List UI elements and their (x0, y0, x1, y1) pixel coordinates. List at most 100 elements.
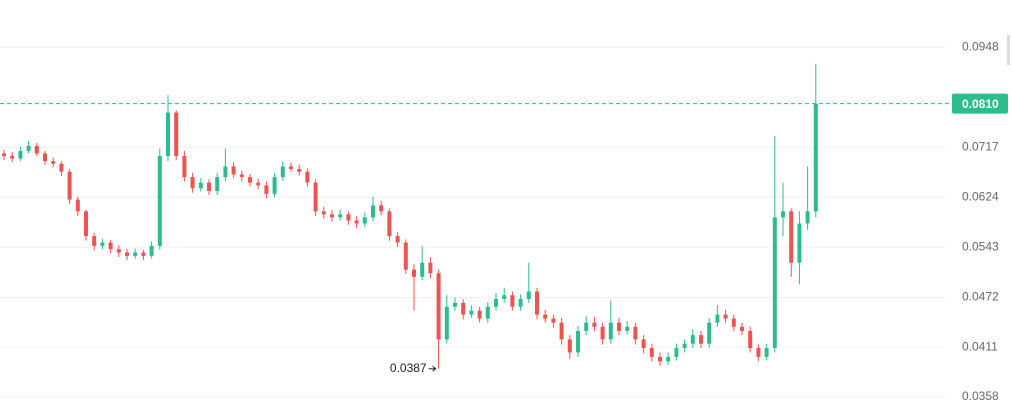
candle-body (108, 242, 113, 250)
candle-body (190, 177, 195, 189)
candle-body (305, 171, 310, 183)
candle-body (371, 205, 375, 218)
low-label: 0.0387 (390, 361, 427, 375)
candle-body (813, 103, 818, 212)
candle-body (633, 326, 638, 340)
candle-body (699, 335, 703, 344)
candle-body (141, 252, 146, 256)
candle-body (84, 211, 88, 237)
candle-body (387, 211, 392, 237)
y-tick-label: 0.0411 (962, 339, 998, 353)
candle-body (289, 166, 293, 170)
candle-body (157, 156, 162, 246)
candle-body (362, 217, 367, 224)
y-tick-label: 0.0543 (962, 239, 999, 253)
candle-body (67, 171, 72, 200)
y-tick-label: 0.0717 (962, 140, 999, 154)
candle-body (740, 326, 744, 331)
candle-body (321, 211, 326, 215)
candle-body (43, 153, 47, 162)
candle-body (600, 326, 605, 340)
candle-body (617, 322, 621, 331)
candle-body (772, 217, 777, 349)
candle-body (469, 310, 474, 315)
low-arrow (428, 365, 437, 372)
candle-body (518, 299, 523, 307)
candle-body (559, 322, 564, 340)
candle-body (715, 314, 720, 323)
candle-body (608, 322, 613, 340)
candle-body (592, 322, 597, 327)
candle-body (338, 214, 343, 218)
candle-body (494, 299, 498, 307)
price-label-box (952, 93, 1008, 114)
candle-body (18, 150, 23, 159)
candle-body (502, 295, 507, 300)
candle-body (428, 262, 433, 274)
candle-body (403, 242, 408, 270)
candle-body (330, 214, 334, 218)
candle-body (297, 169, 302, 172)
candle-body (805, 211, 810, 224)
price-label: 0.0810 (962, 97, 999, 111)
candle-body (346, 214, 351, 221)
candle-body (272, 177, 277, 194)
candle-body (436, 273, 441, 340)
candle-body (551, 318, 556, 323)
candle-body (756, 348, 761, 357)
candle-body (674, 348, 679, 357)
candle-body (264, 185, 269, 194)
y-tick-label: 0.0948 (962, 39, 999, 53)
candle-body (510, 295, 515, 307)
candle-body (215, 177, 220, 191)
candle-body (485, 306, 490, 319)
candle-body (764, 348, 769, 357)
candle-body (174, 112, 179, 157)
candle-body (133, 252, 138, 256)
candle-body (75, 199, 80, 212)
candle-body (100, 242, 105, 246)
candle-body (256, 182, 261, 186)
candle-body (207, 182, 211, 191)
candle-body (781, 211, 785, 218)
candle-body (625, 326, 630, 331)
candle-body (461, 302, 466, 315)
y-tick-label: 0.0472 (962, 290, 999, 304)
candle-body (231, 166, 236, 175)
candle-body (239, 174, 244, 178)
candle-body (420, 262, 425, 277)
candle-body (395, 236, 400, 243)
candle-body (543, 314, 548, 319)
candle-body (2, 153, 6, 157)
candle-body (379, 205, 384, 212)
candle-body (166, 112, 170, 157)
candle-body (682, 343, 687, 349)
candle-body (26, 145, 31, 151)
candle-body (182, 156, 187, 178)
candle-body (51, 161, 56, 164)
candle-body (797, 223, 802, 263)
candle-body (584, 322, 589, 331)
candle-body (198, 182, 203, 189)
candle-body (149, 245, 154, 256)
candle-body (412, 269, 416, 277)
candle-body (666, 356, 671, 362)
scrollbar (1007, 35, 1010, 65)
y-tick-label: 0.0624 (962, 189, 999, 203)
candle-body (567, 339, 572, 353)
candle-body (690, 335, 695, 344)
candle-body (723, 314, 728, 319)
candle-body (444, 306, 449, 340)
candle-body (354, 220, 359, 224)
candle-body (731, 318, 736, 327)
candle-body (116, 249, 121, 253)
candle-body (34, 145, 39, 154)
candle-body (453, 302, 457, 307)
candle-body (313, 182, 318, 212)
candle-body (658, 356, 662, 362)
candle-body (748, 330, 753, 349)
candle-body (248, 177, 252, 183)
candle-body (223, 166, 228, 178)
y-tick-label: 0.0358 (962, 389, 999, 403)
